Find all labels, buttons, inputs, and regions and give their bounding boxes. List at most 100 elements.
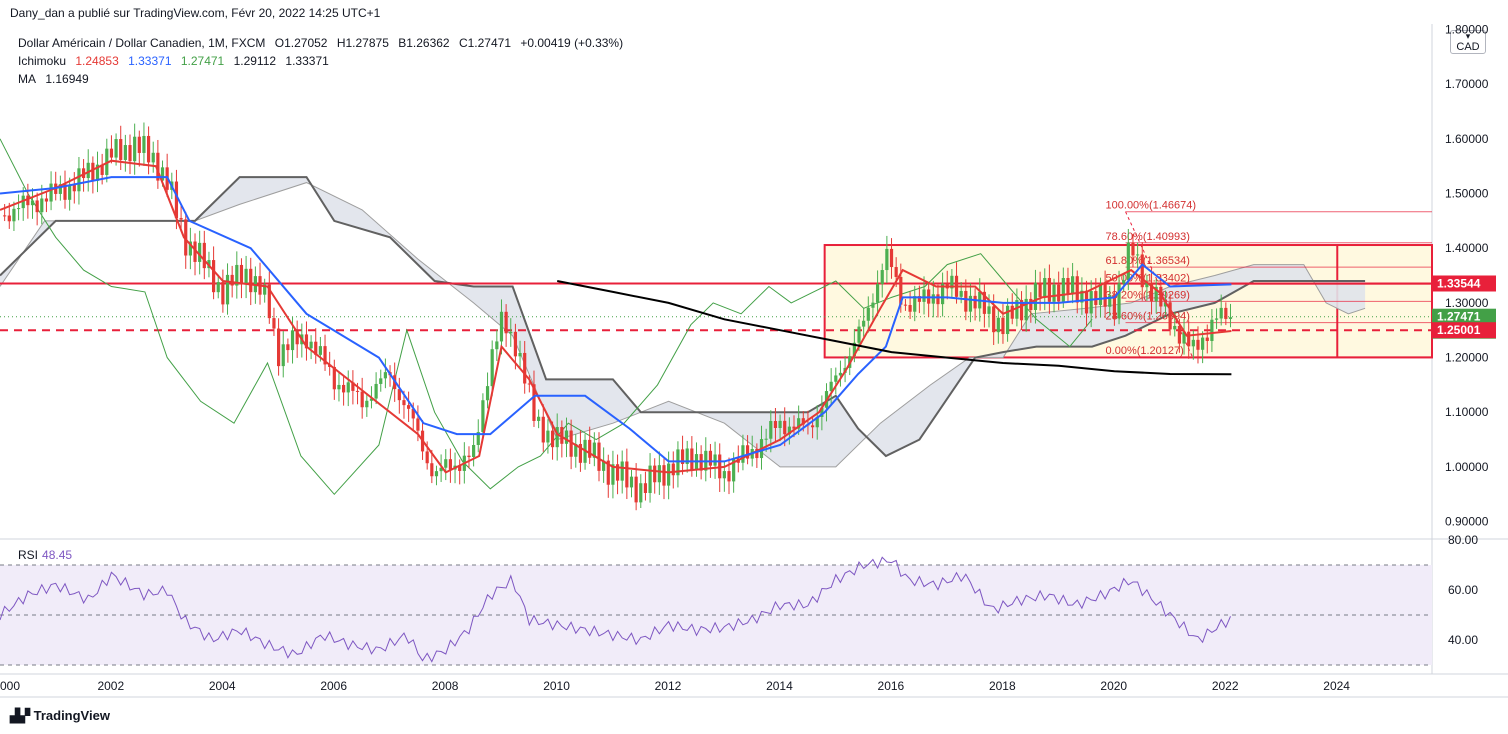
candle-body — [504, 311, 508, 334]
candle-body — [476, 432, 480, 445]
candle-body — [690, 448, 694, 471]
candle-body — [1108, 295, 1112, 307]
candle-body — [314, 341, 318, 355]
rsi-value: 48.45 — [42, 548, 73, 562]
candle-body — [342, 384, 346, 393]
candle-body — [1182, 331, 1186, 344]
candle-body — [1154, 286, 1158, 302]
candle-body — [662, 465, 666, 486]
candle-body — [648, 465, 652, 494]
candle-body — [174, 181, 179, 219]
candle-body — [527, 383, 531, 385]
candle-body — [745, 445, 750, 459]
symbol-legend: Dollar Américain / Dollar Canadien, 1M, … — [18, 36, 629, 50]
candle-body — [555, 427, 559, 448]
candle-body — [671, 463, 675, 476]
ichimoku-legend[interactable]: Ichimoku 1.24853 1.33371 1.27471 1.29112… — [18, 54, 335, 68]
candle-body — [211, 260, 216, 293]
candle-body — [667, 463, 671, 486]
candle-body — [820, 407, 824, 417]
candle-body — [434, 471, 439, 477]
candle-body — [244, 268, 248, 285]
ma-legend[interactable]: MA 1.16949 — [18, 72, 95, 86]
candle-body — [379, 378, 383, 384]
fib-level-label: 38.20%(1.30269) — [1106, 289, 1190, 301]
candle-body — [810, 425, 815, 428]
ichimoku-value-4: 1.29112 — [233, 54, 277, 68]
candle-body — [281, 344, 285, 367]
candle-body — [114, 139, 118, 158]
time-axis-tick-label: 2004 — [209, 679, 236, 693]
candle-body — [657, 465, 661, 483]
candle-body — [1159, 286, 1163, 307]
candle-body — [732, 458, 736, 482]
currency-badge[interactable]: ▾ CAD — [1450, 30, 1486, 54]
candle-body — [1047, 277, 1051, 302]
candle-body — [1024, 298, 1028, 321]
candle-body — [374, 383, 378, 399]
candle-body — [439, 467, 443, 472]
candle-body — [940, 283, 945, 305]
candle-body — [1187, 331, 1191, 347]
candle-body — [755, 448, 759, 459]
ichimoku-cloud — [0, 177, 1366, 467]
candle-body — [416, 418, 420, 431]
candle-body — [783, 420, 787, 435]
candle-body — [1057, 284, 1061, 302]
candle-body — [360, 391, 364, 408]
candle-body — [602, 460, 606, 471]
symbol-name[interactable]: Dollar Américain / Dollar Canadien, 1M, … — [18, 36, 266, 50]
candle-body — [63, 184, 67, 200]
candle-body — [1103, 284, 1107, 307]
publisher-line: Dany_dan a publié sur TradingView.com, F… — [10, 6, 381, 20]
candle-body — [365, 400, 369, 408]
candle-body — [773, 421, 778, 429]
candle-body — [458, 465, 462, 471]
price-tag-label: 1.33544 — [1437, 276, 1481, 290]
candle-body — [309, 341, 313, 349]
candle-body — [578, 443, 583, 463]
candle-body — [797, 418, 801, 429]
rsi-legend[interactable]: RSI 48.45 — [18, 548, 72, 562]
candle-body — [12, 208, 16, 222]
candle-body — [383, 372, 387, 379]
candle-body — [1033, 282, 1038, 311]
candle-body — [722, 471, 726, 479]
candle-body — [1122, 280, 1126, 284]
candle-body — [119, 139, 123, 160]
time-axis-tick-label: 2012 — [655, 679, 682, 693]
candle-body — [862, 320, 866, 327]
candle-body — [100, 164, 104, 175]
candle-body — [1112, 295, 1116, 319]
candle-body — [1029, 298, 1033, 311]
candle-body — [903, 304, 908, 306]
candle-body — [1075, 276, 1079, 303]
candle-body — [764, 438, 768, 440]
candle-body — [560, 427, 564, 444]
candle-body — [499, 311, 504, 342]
ohlc-close: C1.27471 — [458, 36, 511, 50]
candle-body — [402, 400, 406, 406]
candle-body — [708, 450, 713, 466]
candle-body — [249, 268, 253, 293]
candle-body — [852, 342, 856, 357]
candle-body — [1019, 300, 1024, 321]
candle-body — [1015, 300, 1019, 319]
ichimoku-tenkan — [0, 159, 1232, 474]
rsi-axis-tick-label: 60.00 — [1448, 583, 1478, 597]
fib-level-label: 61.80%(1.36534) — [1106, 255, 1190, 267]
moving-average-line — [557, 280, 1232, 376]
candle-body — [184, 219, 188, 256]
ohlc-low: B1.26362 — [398, 36, 450, 50]
candle-body — [815, 416, 819, 428]
candle-body — [490, 349, 494, 387]
candle-body — [58, 184, 62, 194]
candle-body — [355, 390, 360, 392]
ma-label: MA — [18, 72, 36, 86]
candle-body — [1038, 282, 1042, 297]
candle-body — [680, 449, 685, 464]
time-axis-tick-label: 2024 — [1323, 679, 1350, 693]
time-axis-tick-label: 2002 — [97, 679, 124, 693]
candle-body — [615, 464, 620, 481]
